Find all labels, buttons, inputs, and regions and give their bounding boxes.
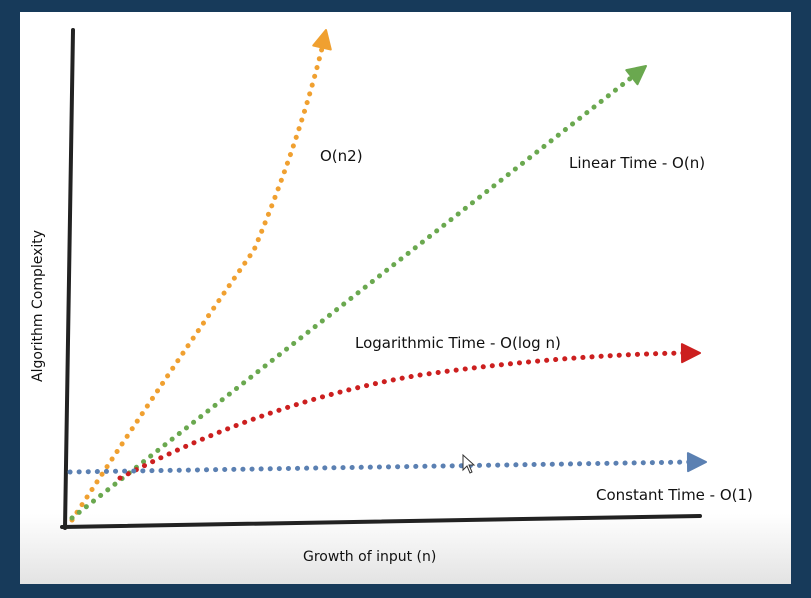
series-n2 bbox=[69, 29, 332, 523]
series-line-log bbox=[117, 350, 687, 481]
arrowhead-linear bbox=[625, 65, 647, 86]
chart-frame bbox=[20, 12, 791, 584]
arrowhead-log bbox=[680, 343, 701, 364]
y-axis-label: Algorithm Complexity bbox=[30, 230, 46, 382]
series-line-linear bbox=[69, 71, 639, 521]
series-constant bbox=[67, 452, 707, 475]
arrowhead-n2 bbox=[312, 29, 332, 51]
x-axis bbox=[60, 514, 702, 529]
series-line-n2 bbox=[69, 37, 327, 523]
arrowhead-constant bbox=[686, 452, 707, 473]
x-axis-label: Growth of input (n) bbox=[303, 549, 436, 565]
series-label-log: Logarithmic Time - O(log n) bbox=[355, 334, 561, 352]
series-label-n2: O(n2) bbox=[320, 147, 363, 165]
series-label-linear: Linear Time - O(n) bbox=[569, 154, 705, 172]
y-axis bbox=[63, 28, 75, 530]
series-layer bbox=[67, 29, 707, 523]
series-log bbox=[117, 343, 701, 481]
series-label-constant: Constant Time - O(1) bbox=[596, 486, 753, 504]
series-linear bbox=[69, 65, 647, 521]
series-line-constant bbox=[67, 459, 693, 475]
pointer-arrow-icon bbox=[462, 453, 476, 474]
